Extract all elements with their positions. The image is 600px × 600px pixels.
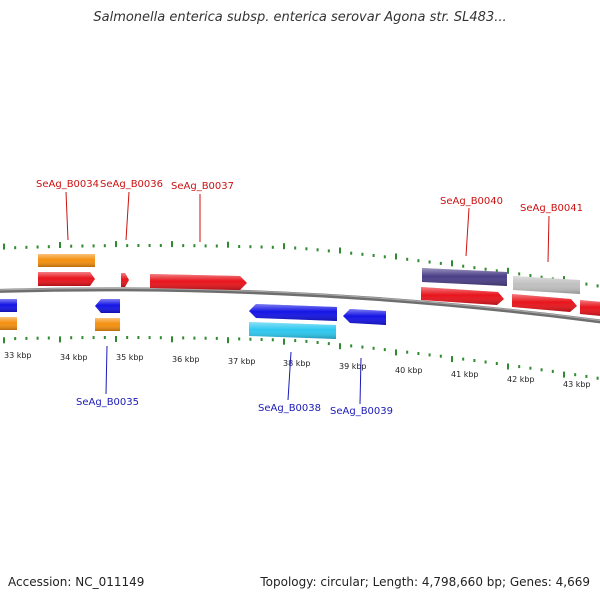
gene-label-SeAg_B0034[interactable]: SeAg_B0034 [36,179,99,190]
outer-ticks [3,241,599,288]
gene-arrow-SeAg_B0038-shade [249,304,337,321]
feature-grey-shade [513,276,580,294]
leader-SeAg_B0041 [547,215,550,263]
genome-stats-text: Topology: circular; Length: 4,798,660 bp… [260,575,590,589]
feature-orange-lower-partial-shade [0,317,17,330]
tick-label-41kbp: 41 kbp [451,370,479,379]
leader-SeAg_B0038 [287,351,292,401]
backbone-arc [0,287,600,324]
feature-cyan-shade [249,322,336,339]
gene-label-SeAg_B0037[interactable]: SeAg_B0037 [171,181,234,192]
gene-label-SeAg_B0039[interactable]: SeAg_B0039 [330,406,393,417]
tick-label-35kbp: 35 kbp [116,353,144,362]
gene-arrow-SeAg_B0040-shade [421,287,504,305]
feature-purple-shade [422,268,507,286]
leader-SeAg_B0035 [105,345,108,395]
feature-orange-upper-shade [38,254,95,267]
backbone-arc-highlight [0,287,600,321]
gene-label-SeAg_B0040[interactable]: SeAg_B0040 [440,196,503,207]
gene-arrow-reverse-partial-shade [0,299,17,312]
leader-SeAg_B0034 [65,191,69,241]
gene-arrow-forward-partial-shade [580,300,600,316]
gene-arrow-SeAg_B0037-shade [150,274,247,290]
leader-SeAg_B0039 [359,357,362,405]
gene-arrow-SeAg_B0034-shade [38,272,95,286]
inner-ticks [3,336,599,380]
tick-label-39kbp: 39 kbp [339,362,367,371]
accession-text: Accession: NC_011149 [8,575,145,589]
gene-arrow-SeAg_B0035-shade [95,299,120,313]
gene-arrow-SeAg_B0036-shade [121,273,129,287]
leader-SeAg_B0040 [465,207,470,257]
gene-label-SeAg_B0035[interactable]: SeAg_B0035 [76,397,139,408]
feature-orange-lower-shade [95,318,120,331]
tick-label-40kbp: 40 kbp [395,366,423,375]
tick-label-36kbp: 36 kbp [172,355,200,364]
tick-label-38kbp: 38 kbp [283,359,311,368]
leader-SeAg_B0036 [125,191,130,241]
tick-label-42kbp: 42 kbp [507,375,535,384]
tick-label-37kbp: 37 kbp [228,357,256,366]
gene-label-SeAg_B0041[interactable]: SeAg_B0041 [520,203,583,214]
map-title: Salmonella enterica subsp. enterica sero… [93,10,507,25]
tick-label-34kbp: 34 kbp [60,353,88,362]
tick-label-43kbp: 43 kbp [563,380,591,389]
gene-arrow-SeAg_B0039-shade [343,309,386,325]
gene-label-SeAg_B0038[interactable]: SeAg_B0038 [258,403,321,414]
gene-label-SeAg_B0036[interactable]: SeAg_B0036 [100,179,163,190]
tick-label-33kbp: 33 kbp [4,351,32,360]
gene-arrow-SeAg_B0041-shade [512,294,577,312]
